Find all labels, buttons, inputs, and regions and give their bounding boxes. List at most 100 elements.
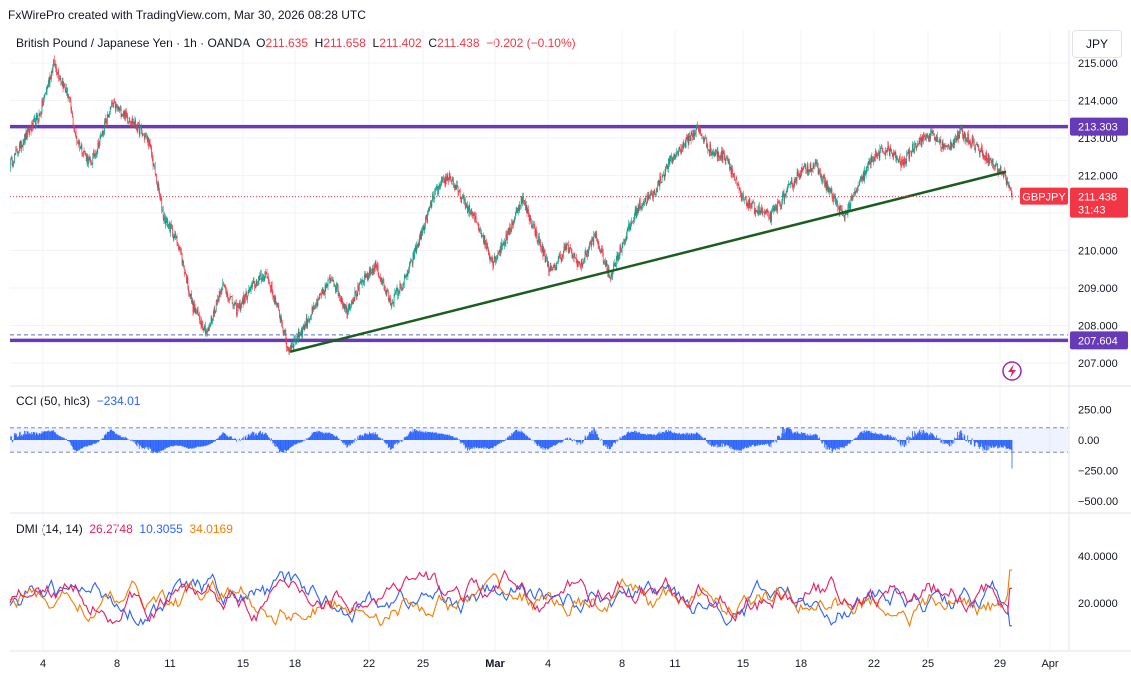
cci-bar — [905, 440, 907, 446]
cci-bar — [494, 440, 496, 447]
candle-body — [21, 145, 22, 149]
candle-body — [841, 209, 843, 214]
cci-bar — [632, 431, 634, 440]
cci-bar — [670, 430, 672, 440]
candle-body — [914, 143, 916, 151]
horizontal-lines[interactable] — [10, 124, 1068, 343]
candle-body — [369, 268, 370, 277]
cci-bar — [652, 435, 653, 440]
candle-body — [342, 299, 343, 306]
candle-body — [479, 229, 481, 231]
cci-bar — [361, 436, 362, 440]
cci-bar — [747, 440, 749, 448]
cci-label[interactable]: CCI (50, hlc3) — [16, 394, 91, 408]
cci-bar — [740, 440, 741, 451]
cci-bar — [197, 440, 199, 447]
cci-bar — [496, 440, 497, 446]
candle-body — [643, 202, 645, 204]
dmi-label[interactable]: DMI (14, 14) — [16, 522, 83, 536]
candle-body — [943, 144, 945, 149]
candle-body — [125, 110, 126, 120]
cci-bar — [595, 430, 597, 440]
cci-bar — [578, 440, 579, 443]
candle-body — [414, 249, 415, 260]
cci-bar — [866, 430, 868, 440]
cci-bar — [768, 440, 770, 447]
candle-body — [798, 174, 799, 177]
candle-body — [659, 176, 661, 187]
cci-bar — [858, 435, 860, 440]
cci-bar — [843, 440, 844, 448]
candle-body — [764, 211, 766, 214]
cci-bar — [483, 440, 484, 449]
candle-body — [247, 295, 248, 300]
candle-body — [718, 151, 720, 158]
cci-bar — [753, 440, 754, 445]
cci-bar — [464, 440, 465, 445]
candle-body — [936, 134, 937, 142]
currency-button[interactable]: JPY — [1072, 30, 1122, 58]
cci-bar — [849, 440, 851, 444]
candle-body — [546, 257, 548, 267]
candle-body — [108, 116, 110, 118]
cci-bar — [526, 436, 528, 440]
candle-body — [896, 155, 898, 160]
candle-body — [308, 320, 309, 322]
cci-bar — [784, 428, 786, 440]
candle-body — [1007, 181, 1008, 185]
candle-body — [996, 163, 998, 165]
candle-body — [768, 211, 770, 218]
cci-bar — [59, 436, 61, 440]
candle-body — [772, 209, 773, 211]
cci-bar — [576, 440, 578, 445]
candle-body — [491, 257, 492, 259]
candle-body — [698, 129, 700, 133]
candle-body — [796, 172, 798, 181]
candle-body — [861, 176, 863, 178]
cci-bar — [959, 431, 961, 440]
cci-bar — [58, 436, 60, 440]
cci-bar — [387, 440, 389, 449]
lightning-icon[interactable] — [1002, 361, 1022, 381]
candle-body — [532, 223, 534, 228]
cci-bar — [585, 437, 587, 440]
cci-bar — [125, 436, 126, 440]
candle-body — [613, 264, 615, 265]
cci-bar — [260, 433, 262, 440]
candle-body — [629, 224, 630, 230]
candle-body — [260, 273, 262, 280]
cci-bar — [481, 440, 483, 449]
candle-body — [999, 168, 1001, 173]
candle-body — [964, 131, 966, 135]
time-axis[interactable]: 4 8 11 15 18 22 25 Mar 4 8 11 15 18 22 25 29 Apr — [40, 658, 1059, 670]
candle-body — [305, 323, 306, 327]
cci-bar — [739, 440, 741, 451]
cci-bar — [699, 434, 701, 440]
candle-body — [263, 274, 264, 281]
cci-bar — [313, 432, 314, 440]
candle-body — [179, 248, 181, 250]
cci-bar — [964, 436, 966, 440]
cci-bar — [311, 432, 313, 440]
cci-bar — [157, 440, 159, 452]
cci-bar — [477, 440, 479, 449]
cci-bar — [976, 440, 977, 443]
candle-body — [857, 185, 859, 191]
trendline[interactable] — [289, 170, 1007, 353]
cci-bar — [548, 440, 550, 450]
cci-bar — [414, 429, 415, 440]
symbol-label[interactable]: British Pound / Japanese Yen · 1h · OAND… — [16, 36, 250, 50]
candle-body — [883, 152, 884, 154]
candle-body — [591, 240, 592, 246]
cci-bar — [925, 432, 927, 440]
candle-body — [648, 195, 650, 199]
candle-body — [867, 164, 869, 169]
cci-bar — [655, 435, 656, 440]
cci-bar — [114, 432, 115, 440]
candle-body — [430, 202, 432, 207]
time-tick-label: 8 — [619, 658, 625, 670]
cci-bar — [908, 440, 910, 444]
cci-bar — [472, 440, 474, 448]
candle-body — [854, 191, 855, 194]
